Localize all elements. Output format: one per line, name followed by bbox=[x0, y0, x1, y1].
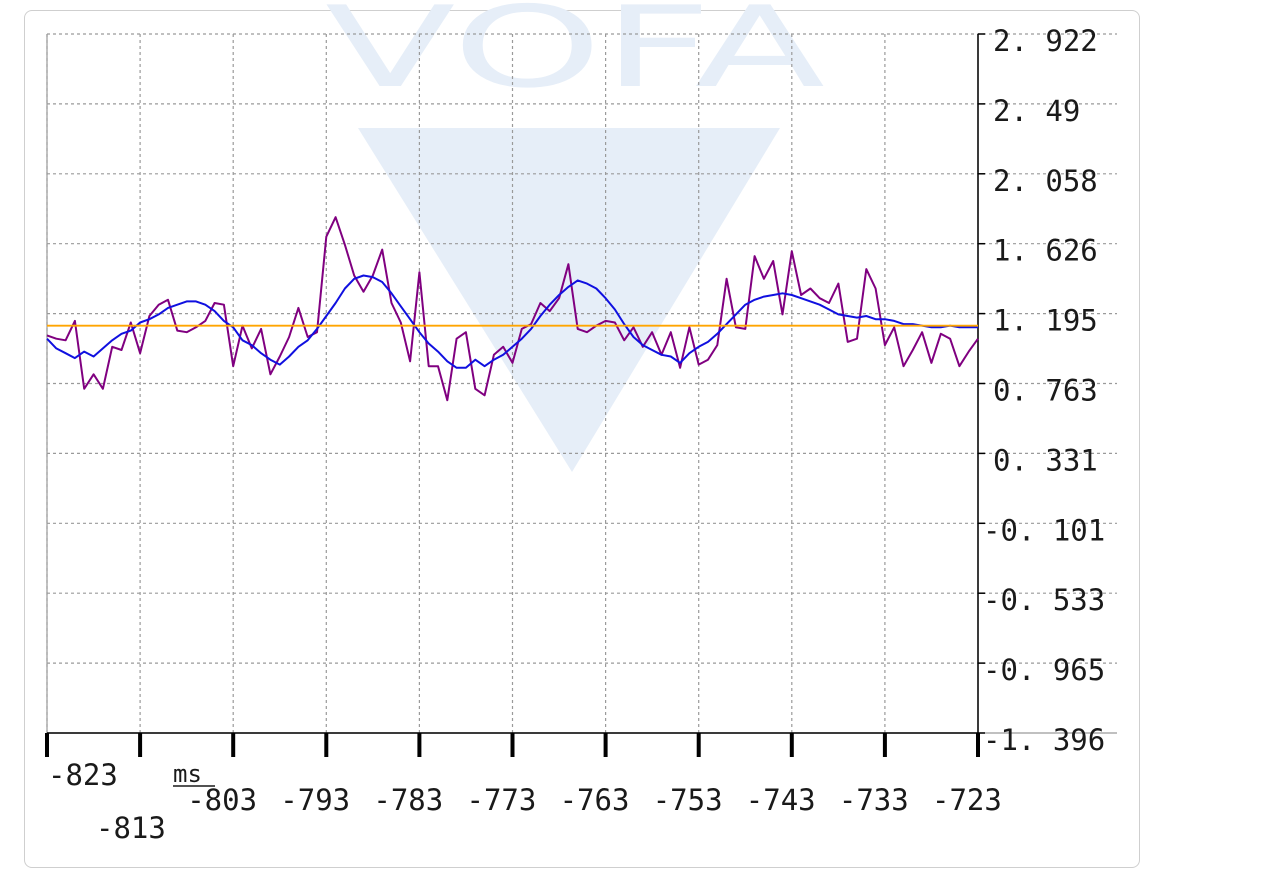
x-tick-label: -773 bbox=[467, 783, 537, 817]
x-tick-label: -803 bbox=[187, 783, 257, 817]
y-tick-label: 0. 763 bbox=[993, 374, 1098, 408]
y-tick-label: 2. 058 bbox=[993, 164, 1098, 198]
y-tick-label: 2. 922 bbox=[993, 24, 1098, 58]
x-tick-label: -763 bbox=[560, 783, 630, 817]
y-tick-label: 0. 331 bbox=[993, 443, 1098, 477]
y-tick-label: 1. 626 bbox=[993, 234, 1098, 268]
x-tick-label: -733 bbox=[839, 783, 909, 817]
y-tick-label: 1. 195 bbox=[993, 304, 1098, 338]
x-tick-label: -823 bbox=[48, 758, 118, 792]
x-tick-label: -783 bbox=[373, 783, 443, 817]
x-axis-unit: ms bbox=[173, 760, 215, 788]
y-tick-label: -1. 396 bbox=[983, 723, 1105, 757]
axes bbox=[45, 33, 985, 757]
x-unit-label: ms bbox=[173, 760, 202, 788]
x-tick-label: -813 bbox=[96, 811, 166, 845]
series-line-2 bbox=[46, 274, 978, 369]
y-tick-label: -0. 533 bbox=[983, 583, 1105, 617]
x-tick-label: -753 bbox=[653, 783, 723, 817]
x-tick-label: -723 bbox=[932, 783, 1002, 817]
watermark-logo bbox=[358, 128, 780, 472]
watermark-text: VOFA bbox=[325, 0, 825, 113]
tick-labels: 2. 922 2. 49 2. 058 1. 626 1. 195 0. 763 0. 33… bbox=[48, 24, 1105, 845]
y-tick-label: 2. 49 bbox=[993, 94, 1080, 128]
x-tick-label: -743 bbox=[746, 783, 816, 817]
watermark: VOFA bbox=[325, 0, 825, 472]
y-tick-label: -0. 965 bbox=[983, 653, 1105, 687]
y-tick-label: -0. 101 bbox=[983, 513, 1105, 547]
series-layer bbox=[46, 216, 979, 402]
x-tick-label: -793 bbox=[280, 783, 350, 817]
series-line-1 bbox=[46, 216, 979, 402]
